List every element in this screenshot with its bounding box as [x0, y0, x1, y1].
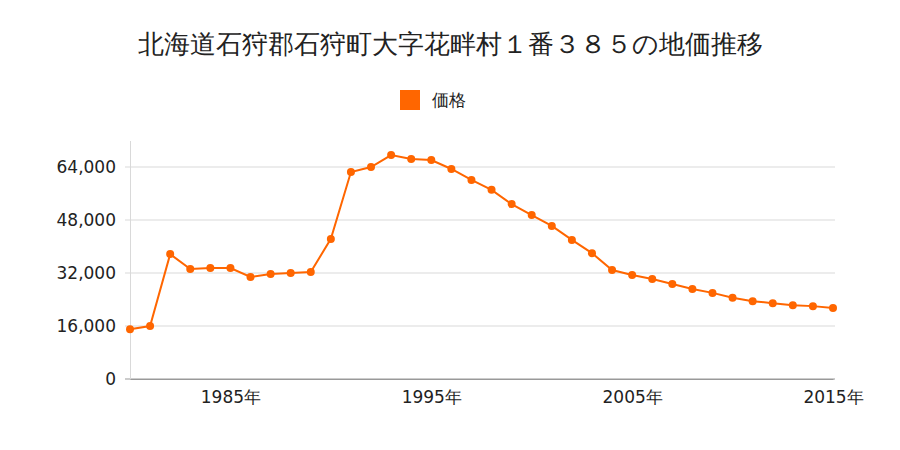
point — [307, 268, 315, 276]
x-tick-label: 1985年 — [201, 387, 261, 407]
grid-line — [125, 167, 835, 168]
y-tick: 16,000 — [57, 316, 130, 336]
y-tick-label: 16,000 — [57, 316, 116, 336]
point — [226, 264, 234, 272]
point — [407, 155, 415, 163]
y-tick: 64,000 — [57, 157, 130, 177]
point — [648, 275, 656, 283]
grid — [125, 167, 835, 379]
x-tick-label: 1995年 — [402, 387, 462, 407]
point — [287, 269, 295, 277]
point — [829, 304, 837, 312]
x-tick: 2005年 — [603, 379, 663, 407]
y-axis: 0 16,000 32,000 48,000 64,000 — [57, 141, 131, 389]
y-tick: 48,000 — [57, 210, 130, 230]
legend: 価格 — [400, 90, 466, 110]
x-tick: 2015年 — [803, 379, 863, 407]
plot: 0 16,000 32,000 48,000 64,000 1985年 1995年 2005年… — [57, 141, 864, 407]
point — [688, 285, 696, 293]
chart: 北海道石狩郡石狩町大字花畔村１番３８５の地価推移 0 16,000 32,000 48,… — [0, 0, 900, 450]
point — [387, 151, 395, 159]
point — [528, 211, 536, 219]
point — [809, 302, 817, 310]
point — [206, 264, 214, 272]
x-tick-label: 2005年 — [603, 387, 663, 407]
point — [447, 165, 455, 173]
point — [668, 280, 676, 288]
point — [749, 297, 757, 305]
point — [166, 250, 174, 258]
point — [267, 270, 275, 278]
point — [708, 289, 716, 297]
point — [488, 186, 496, 194]
y-tick-label: 48,000 — [57, 210, 116, 230]
line — [130, 155, 833, 329]
point — [327, 235, 335, 243]
point — [427, 156, 435, 164]
grid-line — [125, 379, 835, 380]
point — [186, 265, 194, 273]
legend-swatch — [400, 90, 420, 110]
y-axis-line — [130, 141, 131, 380]
y-tick: 0 — [105, 369, 130, 389]
point — [769, 299, 777, 307]
grid-line — [125, 220, 835, 221]
x-axis-line — [131, 379, 834, 380]
point — [729, 294, 737, 302]
grid-line — [125, 273, 835, 274]
x-tick: 1985年 — [201, 379, 261, 407]
point — [247, 273, 255, 281]
point — [146, 322, 154, 330]
point — [588, 249, 596, 257]
point — [347, 168, 355, 176]
y-tick: 32,000 — [57, 263, 130, 283]
point — [367, 163, 375, 171]
marks — [126, 151, 837, 333]
point — [568, 236, 576, 244]
grid-line — [125, 326, 835, 327]
x-tick-label: 2015年 — [803, 387, 863, 407]
x-axis: 1985年 1995年 2005年 2015年 — [131, 379, 864, 407]
legend-label: 価格 — [432, 90, 466, 110]
point — [467, 176, 475, 184]
y-tick-label: 64,000 — [57, 157, 116, 177]
y-tick-label: 32,000 — [57, 263, 116, 283]
point — [548, 222, 556, 230]
point — [126, 325, 134, 333]
title: 北海道石狩郡石狩町大字花畔村１番３８５の地価推移 — [138, 29, 763, 59]
x-tick: 1995年 — [402, 379, 462, 407]
point — [628, 271, 636, 279]
point — [789, 301, 797, 309]
point — [508, 200, 516, 208]
y-tick-label: 0 — [105, 369, 116, 389]
point — [608, 266, 616, 274]
